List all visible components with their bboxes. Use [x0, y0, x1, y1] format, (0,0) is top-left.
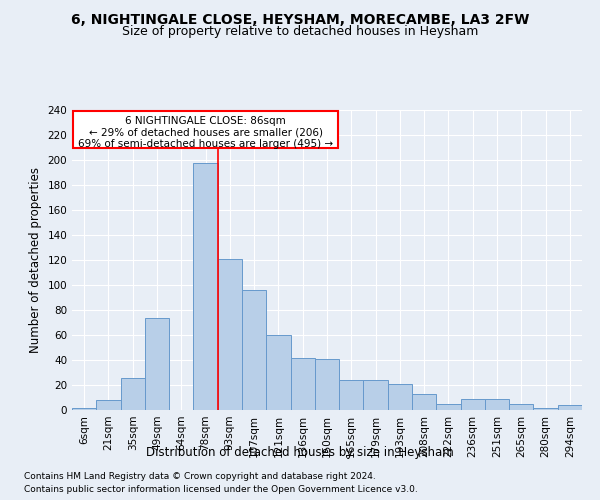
- Text: 6, NIGHTINGALE CLOSE, HEYSHAM, MORECAMBE, LA3 2FW: 6, NIGHTINGALE CLOSE, HEYSHAM, MORECAMBE…: [71, 12, 529, 26]
- Bar: [290, 358, 315, 410]
- Bar: [436, 404, 461, 410]
- Text: ← 29% of detached houses are smaller (206): ← 29% of detached houses are smaller (20…: [89, 128, 323, 138]
- Bar: [485, 399, 509, 410]
- Bar: [242, 290, 266, 410]
- Bar: [218, 259, 242, 410]
- Text: Contains public sector information licensed under the Open Government Licence v3: Contains public sector information licen…: [24, 485, 418, 494]
- Y-axis label: Number of detached properties: Number of detached properties: [29, 167, 42, 353]
- Bar: [121, 378, 145, 410]
- Bar: [533, 408, 558, 410]
- Bar: [96, 400, 121, 410]
- Bar: [412, 394, 436, 410]
- Bar: [461, 399, 485, 410]
- Bar: [364, 380, 388, 410]
- Text: Distribution of detached houses by size in Heysham: Distribution of detached houses by size …: [146, 446, 454, 459]
- Bar: [509, 404, 533, 410]
- Text: Size of property relative to detached houses in Heysham: Size of property relative to detached ho…: [122, 25, 478, 38]
- Text: 69% of semi-detached houses are larger (495) →: 69% of semi-detached houses are larger (…: [78, 138, 333, 149]
- Bar: [558, 405, 582, 410]
- Bar: [72, 408, 96, 410]
- Text: 6 NIGHTINGALE CLOSE: 86sqm: 6 NIGHTINGALE CLOSE: 86sqm: [125, 116, 286, 126]
- FancyBboxPatch shape: [73, 112, 338, 148]
- Text: Contains HM Land Registry data © Crown copyright and database right 2024.: Contains HM Land Registry data © Crown c…: [24, 472, 376, 481]
- Bar: [193, 162, 218, 410]
- Bar: [315, 359, 339, 410]
- Bar: [266, 335, 290, 410]
- Bar: [145, 318, 169, 410]
- Bar: [339, 380, 364, 410]
- Bar: [388, 384, 412, 410]
